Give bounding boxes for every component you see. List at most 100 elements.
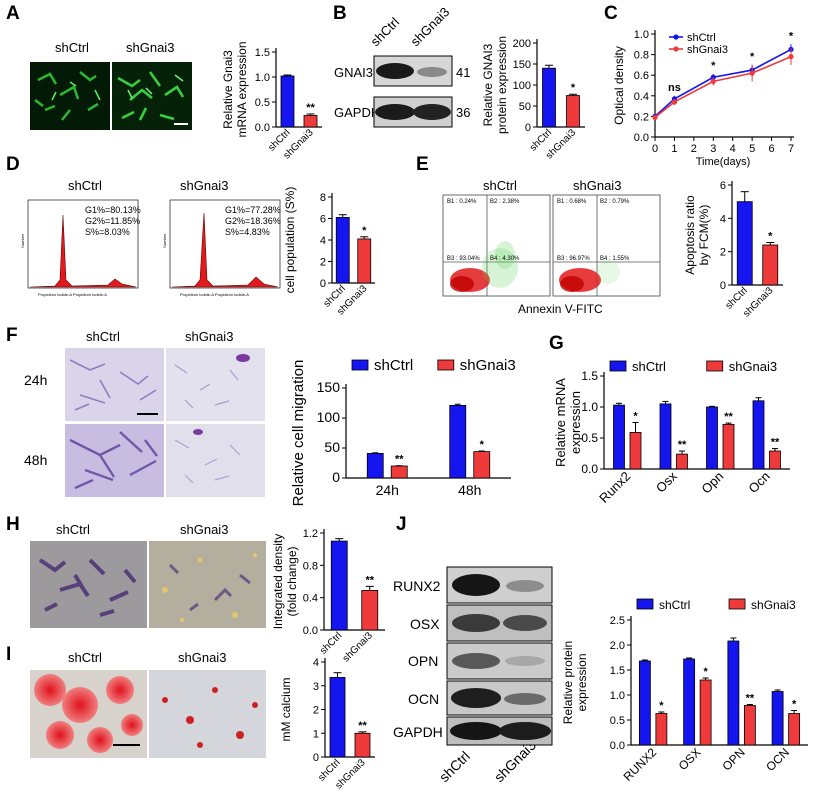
f-images xyxy=(65,348,265,497)
h-sig-1: ** xyxy=(365,574,374,586)
b-bar-0 xyxy=(542,67,556,128)
h-xtick-label-1: shGnai3 xyxy=(341,630,375,664)
h-ylabel-1: (fold change) xyxy=(285,546,299,616)
a-bar-1 xyxy=(303,115,318,128)
j-ytick-label-3: 1.5 xyxy=(610,665,625,677)
j-sig-1-1: * xyxy=(703,666,708,678)
d-ctrl-s: S%=8.03% xyxy=(85,227,130,237)
e-xlabel: Annexin V-FITC xyxy=(518,302,603,316)
f-bar-0-1 xyxy=(449,404,467,479)
d-kd-yaxis: Number xyxy=(162,233,167,248)
e-ytick-label-2: 4 xyxy=(720,213,726,225)
j-bar-1-3 xyxy=(788,713,801,746)
g-ytick-label-1: 0.5 xyxy=(581,431,598,445)
c-xtick-label-1: 1 xyxy=(671,143,677,155)
a-ytick-label-0: 0.0 xyxy=(255,122,270,134)
f-bar-0-0 xyxy=(366,452,384,479)
a-ytick-label-2: 1.0 xyxy=(255,72,270,84)
e-ytick-label-0: 0 xyxy=(720,280,726,292)
e-bar-0 xyxy=(736,201,753,286)
a-kd-label: shGnai3 xyxy=(126,40,174,55)
d-kd-histogram: G1%=77.28% G2%=18.36% S%=4.83% Propidium… xyxy=(162,199,281,297)
i-images xyxy=(30,670,266,758)
c-point-1-1 xyxy=(671,99,678,105)
j-legend-swatch-1 xyxy=(728,598,746,610)
c-legend-marker-1 xyxy=(673,46,679,52)
h-ctrl-label: shCtrl xyxy=(56,522,90,537)
g-bar-0-2 xyxy=(706,406,718,470)
j-ytick-label-4: 2.0 xyxy=(610,640,625,652)
g-ylabel-0: Relative mRNA xyxy=(553,378,568,467)
g-legend-swatch-1 xyxy=(706,360,724,372)
panel-letter-b: B xyxy=(333,3,347,24)
c-point-1-3 xyxy=(749,70,755,76)
c-ytick-label-2: 0.4 xyxy=(634,91,649,103)
f-ytick-label-0: 0 xyxy=(332,469,340,485)
g-ytick-label-2: 1.0 xyxy=(581,400,598,414)
j-legend-label-0: shCtrl xyxy=(659,598,690,612)
e-kd-q4: B4 : 1.55% xyxy=(600,256,630,262)
e-ctrl-q4: B4 : 4.30% xyxy=(490,256,520,262)
e-ctrl-q3: B3 : 93.04% xyxy=(447,256,480,262)
e-kd-q2: B2 : 0.79% xyxy=(600,199,630,205)
f-ytick-label-2: 100 xyxy=(317,409,341,425)
c-ytick-label-5: 1.0 xyxy=(634,29,649,41)
a-ytick-label-3: 1.5 xyxy=(255,47,270,59)
g-ylabel-1: expression xyxy=(568,391,583,454)
c-point-1-4 xyxy=(788,54,794,60)
b-bar-1 xyxy=(566,95,580,128)
b-ytick-label-2: 100 xyxy=(513,80,531,92)
j-row-ocn: OCN xyxy=(408,691,439,707)
j-ylabel-1: expression xyxy=(575,653,589,711)
chart-g: 0.0 0.5 1.0 1.5 Relative mRNA expression * Runx… xyxy=(553,359,790,506)
c-xtick-label-6: 6 xyxy=(769,143,775,155)
h-bar-1 xyxy=(361,589,379,631)
c-annotation-3: * xyxy=(789,30,794,42)
panel-letter-g: G xyxy=(549,333,564,354)
chart-b: 0 50 100 150 200 Relative GNAI3 protein expres… xyxy=(481,36,585,161)
d-ytick-label-3: 6 xyxy=(320,214,326,226)
b-row2-label: GAPDH xyxy=(334,105,380,120)
j-ylabel-0: Relative protein xyxy=(561,641,575,724)
f-bar-1-1 xyxy=(473,451,491,479)
b-row1-label: GNAI3 xyxy=(334,65,373,80)
g-legend-swatch-0 xyxy=(609,360,627,372)
j-bar-0-1 xyxy=(683,658,696,746)
d-kd-xaxis: Propidium Iodide-A Propidium Iodide-A xyxy=(180,292,249,297)
j-row-opn: OPN xyxy=(408,653,438,669)
b-sig-1: * xyxy=(571,82,576,94)
i-ytick-label-4: 4 xyxy=(313,657,319,669)
i-sig-1: ** xyxy=(358,720,367,732)
b-ctrl-label: shCtrl xyxy=(368,14,403,49)
c-xtick-label-4: 4 xyxy=(730,143,736,155)
d-ylabel-0: cell population (S%) xyxy=(283,187,297,294)
chart-a: 0.0 0.5 1.0 1.5 Relative Gnai3 mRNA expressio… xyxy=(221,41,322,161)
j-row-osx: OSX xyxy=(410,616,440,632)
h-ytick-label-2: 0.8 xyxy=(303,560,318,572)
d-ctrl-histogram: G1%=80.13% G2%=11.85% S%=8.03% Propidium… xyxy=(20,199,141,297)
g-xtick-label-1: Osx xyxy=(653,468,680,495)
b-ytick-label-4: 200 xyxy=(513,38,531,50)
f-xtick-label-0: 24h xyxy=(376,482,399,498)
j-legend-label-1: shGnai3 xyxy=(751,598,796,612)
c-xtick-label-2: 2 xyxy=(691,143,697,155)
g-sig-1-0: * xyxy=(633,411,638,423)
f-legend-label-1: shGnai3 xyxy=(460,357,516,374)
c-xlabel: Time(days) xyxy=(696,156,751,168)
g-legend-label-1: shGnai3 xyxy=(729,359,777,374)
f-legend-swatch-1 xyxy=(437,359,455,371)
e-ytick-label-1: 2 xyxy=(720,247,726,259)
e-ylabel-1: by FCM(%) xyxy=(697,205,711,266)
d-ctrl-yaxis: Number xyxy=(20,233,25,248)
c-annotation-0: ns xyxy=(668,82,681,94)
j-legend-swatch-0 xyxy=(636,598,654,610)
h-ytick-label-1: 0.4 xyxy=(303,593,318,605)
e-ctrl-label: shCtrl xyxy=(483,178,517,193)
d-ctrl-g2: G2%=11.85% xyxy=(85,216,140,226)
j-sig-1-2: ** xyxy=(746,693,755,705)
i-ylabel-0: mM calcium xyxy=(279,677,293,741)
j-sig-1-3: * xyxy=(792,699,797,711)
j-ytick-label-2: 1.0 xyxy=(610,690,625,702)
d-kd-g1: G1%=77.28% xyxy=(225,205,281,215)
f-row2-label: 48h xyxy=(24,452,47,468)
